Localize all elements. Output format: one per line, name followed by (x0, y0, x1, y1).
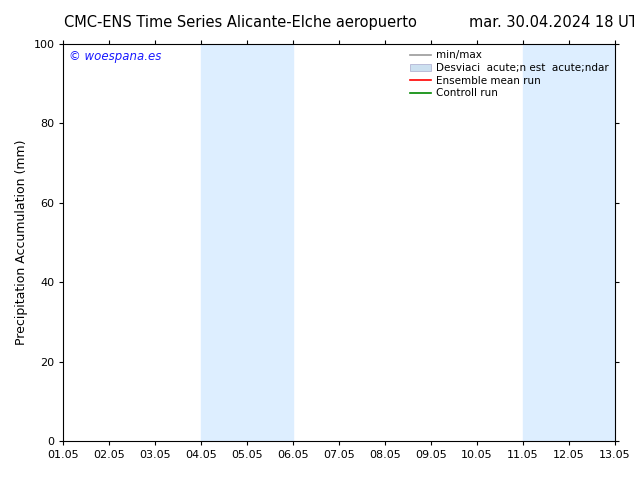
Bar (523, 44, 615, 441)
Y-axis label: Precipitation Accumulation (mm): Precipitation Accumulation (mm) (15, 140, 28, 345)
Text: CMC-ENS Time Series Alicante-Elche aeropuerto: CMC-ENS Time Series Alicante-Elche aerop… (65, 15, 417, 30)
Bar (202, 44, 293, 441)
Legend: min/max, Desviaci  acute;n est  acute;ndar, Ensemble mean run, Controll run: min/max, Desviaci acute;n est acute;ndar… (407, 47, 612, 101)
Text: mar. 30.04.2024 18 UTC: mar. 30.04.2024 18 UTC (469, 15, 634, 30)
Text: © woespana.es: © woespana.es (69, 50, 161, 63)
